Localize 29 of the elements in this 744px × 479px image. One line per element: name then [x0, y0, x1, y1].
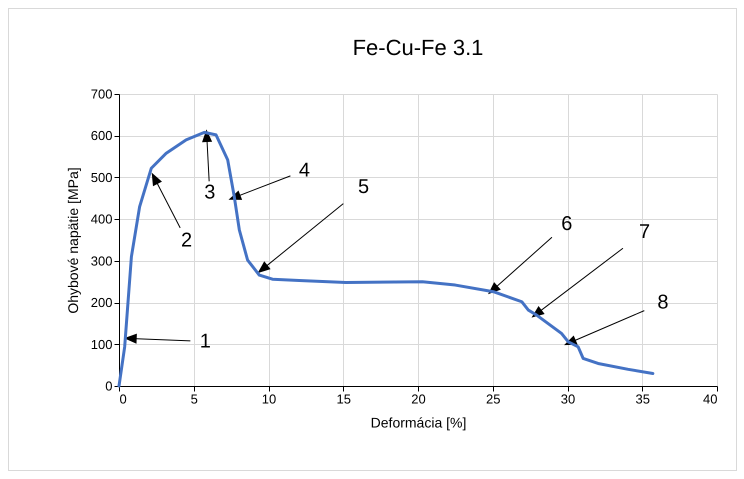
annotation: 6 [561, 213, 572, 236]
y-axis-title: Ohybové napätie [MPa] [64, 167, 81, 314]
annotation: 7 [638, 220, 650, 243]
x-tick-label: 20 [411, 392, 426, 406]
y-tick-label: 400 [90, 212, 112, 227]
y-tick-label: 600 [90, 128, 112, 144]
x-tick-label: 0 [120, 392, 127, 406]
x-tick-label: 25 [486, 392, 500, 406]
annotation: 2 [181, 229, 192, 252]
y-tick-label: 200 [90, 295, 112, 310]
annotation: 5 [358, 176, 370, 198]
chart-title: Fe-Cu-Fe 3.1 [352, 35, 484, 60]
y-tick-label: 100 [90, 336, 112, 352]
y-tick-label: 0 [105, 378, 112, 394]
annotation: 3 [204, 182, 216, 204]
x-tick-label: 40 [703, 392, 718, 406]
x-tick-label: 5 [190, 392, 198, 406]
x-tick-label: 15 [336, 392, 351, 406]
y-tick-label: 500 [90, 170, 112, 185]
y-tick-label: 700 [90, 86, 112, 102]
line-series [118, 130, 654, 388]
x-tick-label: 30 [560, 392, 576, 406]
x-tick-label: 35 [636, 392, 650, 406]
y-tick-label: 300 [90, 253, 112, 268]
x-tick-label: 10 [262, 392, 276, 406]
x-axis-title: Deformácia [%] [370, 414, 466, 430]
annotation: 4 [298, 159, 310, 182]
annotation: 1 [200, 330, 211, 352]
annotation: 8 [657, 292, 668, 314]
